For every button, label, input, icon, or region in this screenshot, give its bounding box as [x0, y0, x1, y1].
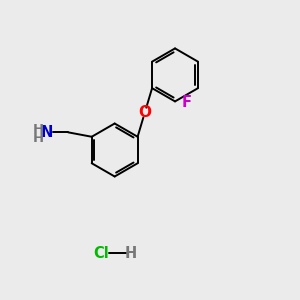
Text: Cl: Cl: [94, 246, 109, 261]
Text: H: H: [125, 246, 137, 261]
Text: H: H: [33, 123, 44, 136]
Text: F: F: [182, 95, 191, 110]
Text: O: O: [138, 105, 151, 120]
Text: N: N: [41, 125, 53, 140]
Text: H: H: [33, 132, 44, 145]
